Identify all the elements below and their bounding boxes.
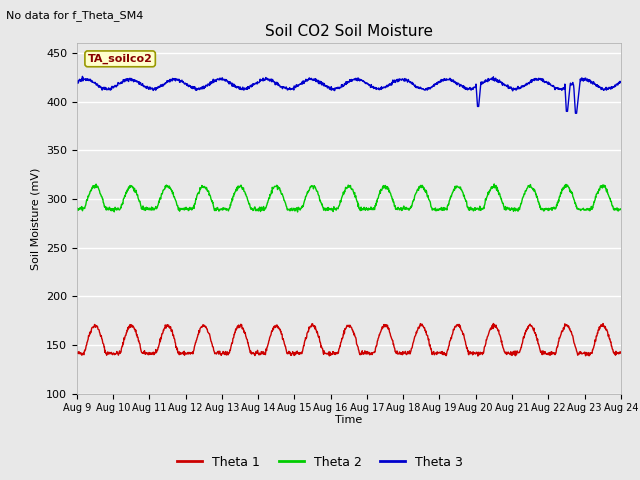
Text: No data for f_Theta_SM4: No data for f_Theta_SM4 [6,10,144,21]
Title: Soil CO2 Soil Moisture: Soil CO2 Soil Moisture [265,24,433,39]
Y-axis label: Soil Moisture (mV): Soil Moisture (mV) [30,167,40,270]
Text: TA_soilco2: TA_soilco2 [88,54,152,64]
Legend: Theta 1, Theta 2, Theta 3: Theta 1, Theta 2, Theta 3 [172,451,468,474]
X-axis label: Time: Time [335,415,362,425]
